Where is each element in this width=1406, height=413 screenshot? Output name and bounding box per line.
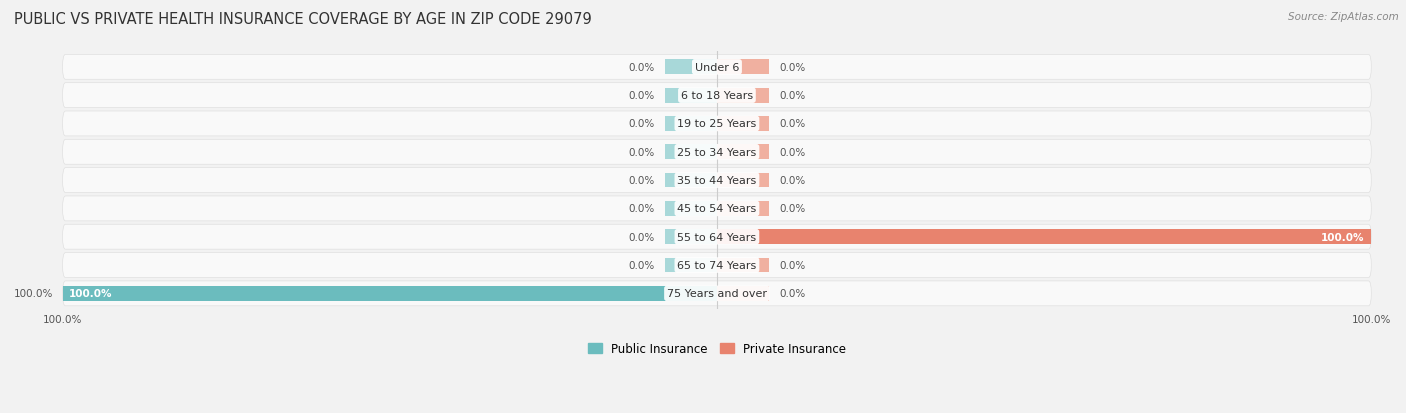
Text: 0.0%: 0.0% [628, 91, 655, 101]
Bar [717, 173, 769, 188]
Text: 0.0%: 0.0% [779, 119, 806, 129]
Bar [717, 202, 769, 216]
Bar [665, 117, 717, 131]
Text: 35 to 44 Years: 35 to 44 Years [678, 176, 756, 186]
Text: 0.0%: 0.0% [779, 261, 806, 271]
Text: 0.0%: 0.0% [628, 261, 655, 271]
Text: 19 to 25 Years: 19 to 25 Years [678, 119, 756, 129]
Bar [665, 258, 717, 273]
Text: 75 Years and over: 75 Years and over [666, 289, 766, 299]
Bar [665, 60, 717, 75]
Text: 45 to 54 Years: 45 to 54 Years [678, 204, 756, 214]
Text: 0.0%: 0.0% [628, 204, 655, 214]
Bar [717, 258, 769, 273]
Bar [665, 88, 717, 103]
Text: 100.0%: 100.0% [69, 289, 112, 299]
Bar [665, 230, 717, 244]
Text: 0.0%: 0.0% [779, 147, 806, 157]
Bar [717, 60, 769, 75]
Text: 55 to 64 Years: 55 to 64 Years [678, 232, 756, 242]
Bar [62, 286, 717, 301]
FancyBboxPatch shape [62, 55, 1371, 80]
Legend: Public Insurance, Private Insurance: Public Insurance, Private Insurance [583, 337, 851, 360]
Text: 0.0%: 0.0% [779, 63, 806, 73]
Text: 100.0%: 100.0% [1322, 232, 1365, 242]
FancyBboxPatch shape [62, 281, 1371, 306]
Bar [717, 88, 769, 103]
Bar [665, 173, 717, 188]
FancyBboxPatch shape [62, 140, 1371, 165]
Bar [717, 230, 1371, 244]
Text: 0.0%: 0.0% [628, 63, 655, 73]
Text: 0.0%: 0.0% [779, 204, 806, 214]
Text: Source: ZipAtlas.com: Source: ZipAtlas.com [1288, 12, 1399, 22]
FancyBboxPatch shape [62, 83, 1371, 108]
Bar [665, 145, 717, 160]
FancyBboxPatch shape [62, 112, 1371, 137]
Text: 0.0%: 0.0% [628, 119, 655, 129]
FancyBboxPatch shape [62, 225, 1371, 249]
Text: 0.0%: 0.0% [779, 289, 806, 299]
Text: PUBLIC VS PRIVATE HEALTH INSURANCE COVERAGE BY AGE IN ZIP CODE 29079: PUBLIC VS PRIVATE HEALTH INSURANCE COVER… [14, 12, 592, 27]
FancyBboxPatch shape [62, 253, 1371, 278]
Text: 0.0%: 0.0% [779, 91, 806, 101]
Text: 100.0%: 100.0% [13, 289, 53, 299]
Text: 0.0%: 0.0% [628, 176, 655, 186]
Text: 6 to 18 Years: 6 to 18 Years [681, 91, 754, 101]
Text: 0.0%: 0.0% [628, 232, 655, 242]
Text: 65 to 74 Years: 65 to 74 Years [678, 261, 756, 271]
Text: 25 to 34 Years: 25 to 34 Years [678, 147, 756, 157]
Bar [717, 286, 769, 301]
FancyBboxPatch shape [62, 168, 1371, 193]
Text: Under 6: Under 6 [695, 63, 740, 73]
Bar [717, 145, 769, 160]
FancyBboxPatch shape [62, 197, 1371, 221]
Bar [717, 117, 769, 131]
Text: 0.0%: 0.0% [628, 147, 655, 157]
Bar [665, 202, 717, 216]
Text: 0.0%: 0.0% [779, 176, 806, 186]
